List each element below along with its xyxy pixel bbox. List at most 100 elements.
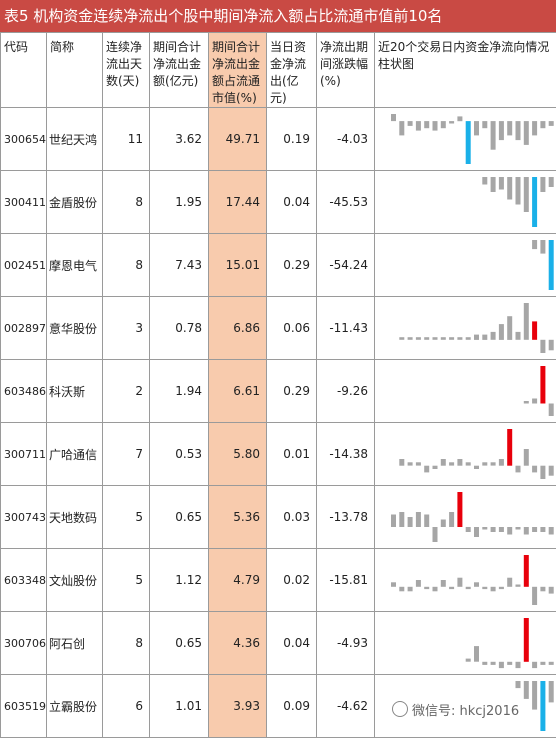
period-change: -54.24 <box>317 234 375 297</box>
header-row: 代码 简称 连续净流出天数(天) 期间合计净流出金额(亿元) 期间合计净流出金额… <box>1 33 556 108</box>
flow-bar <box>466 462 471 465</box>
consecutive-days: 7 <box>103 423 150 486</box>
flow-bar <box>540 240 545 254</box>
outflow-ratio: 4.36 <box>209 612 267 675</box>
period-change: -4.62 <box>317 675 375 738</box>
flow-bar <box>457 116 462 121</box>
flow-sparkline <box>375 360 556 423</box>
flow-bar <box>524 618 529 662</box>
flow-bar <box>408 517 413 527</box>
flow-bar <box>408 121 413 126</box>
flow-bar <box>466 527 471 532</box>
flow-bar <box>532 587 537 605</box>
flow-bar <box>399 121 404 135</box>
flow-bar <box>516 466 521 473</box>
flow-bar <box>482 587 487 589</box>
flow-bar <box>549 681 554 702</box>
flow-bar <box>524 527 529 535</box>
consecutive-days: 8 <box>103 612 150 675</box>
flow-bar <box>532 527 537 532</box>
flow-bar <box>457 492 462 527</box>
outflow-amount: 0.53 <box>150 423 209 486</box>
flow-bar <box>416 512 421 527</box>
flow-bar <box>516 121 521 140</box>
flow-bar <box>524 449 529 466</box>
stock-name: 广哈通信 <box>47 423 103 486</box>
stock-code: 300411 <box>1 171 47 234</box>
flow-sparkline <box>375 549 556 612</box>
consecutive-days: 8 <box>103 171 150 234</box>
today-outflow: 0.01 <box>267 423 317 486</box>
outflow-ratio: 4.79 <box>209 549 267 612</box>
flow-bar <box>482 335 487 340</box>
outflow-amount: 0.65 <box>150 486 209 549</box>
period-change: -45.53 <box>317 171 375 234</box>
flow-bar <box>524 681 529 699</box>
stock-code: 300654 <box>1 108 47 171</box>
consecutive-days: 2 <box>103 360 150 423</box>
outflow-amount: 1.12 <box>150 549 209 612</box>
consecutive-days: 11 <box>103 108 150 171</box>
flow-bar <box>482 462 487 465</box>
flow-bar <box>540 366 545 404</box>
flow-bar <box>433 587 438 592</box>
outflow-ratio: 5.80 <box>209 423 267 486</box>
flow-bar <box>507 578 512 587</box>
flow-bar <box>549 177 554 187</box>
flow-bar <box>499 324 504 340</box>
flow-bar <box>457 459 462 466</box>
flow-bar <box>424 466 429 473</box>
flow-bar <box>491 121 496 150</box>
flow-bar <box>532 399 537 404</box>
flow-bar <box>399 459 404 466</box>
flow-bar <box>524 177 529 212</box>
stock-code: 002451 <box>1 234 47 297</box>
flow-bar <box>499 662 504 668</box>
stock-name: 阿石创 <box>47 612 103 675</box>
outflow-amount: 7.43 <box>150 234 209 297</box>
outflow-ratio: 17.44 <box>209 171 267 234</box>
flow-bar <box>532 177 537 227</box>
header-today: 当日资金净流出(亿元) <box>267 33 317 108</box>
flow-sparkline <box>375 171 556 234</box>
flow-bar <box>449 121 454 123</box>
flow-bar <box>424 515 429 528</box>
table-title: 表5 机构资金连续净流出个股中期间净流入额占比流通市值前10名 <box>0 0 556 32</box>
flow-bar <box>408 587 413 592</box>
flow-bar <box>416 121 421 131</box>
stock-code: 603348 <box>1 549 47 612</box>
period-change: -15.81 <box>317 549 375 612</box>
data-table: 代码 简称 连续净流出天数(天) 期间合计净流出金额(亿元) 期间合计净流出金额… <box>0 32 556 738</box>
flow-bar <box>416 580 421 587</box>
flow-bar <box>491 332 496 340</box>
flow-bar <box>482 177 487 185</box>
stock-name: 文灿股份 <box>47 549 103 612</box>
flow-bar <box>474 121 479 135</box>
flow-bar <box>516 681 521 688</box>
period-change: -13.78 <box>317 486 375 549</box>
flow-bar <box>516 332 521 340</box>
flow-bar <box>540 662 545 665</box>
outflow-ratio: 6.86 <box>209 297 267 360</box>
flow-bar <box>491 662 496 665</box>
flow-bar <box>433 121 438 131</box>
stock-code: 300706 <box>1 612 47 675</box>
stock-name: 金盾股份 <box>47 171 103 234</box>
flow-bar <box>549 240 554 290</box>
flow-bar <box>491 462 496 465</box>
flow-bar <box>491 587 496 592</box>
today-outflow: 0.04 <box>267 171 317 234</box>
flow-bar <box>507 316 512 340</box>
flow-bar <box>482 662 487 665</box>
flow-bar <box>433 337 438 340</box>
stock-code: 002897 <box>1 297 47 360</box>
header-ratio: 期间合计净流出金额占流通市值(%) <box>209 33 267 108</box>
flow-bar <box>474 582 479 587</box>
flow-sparkline <box>375 297 556 360</box>
